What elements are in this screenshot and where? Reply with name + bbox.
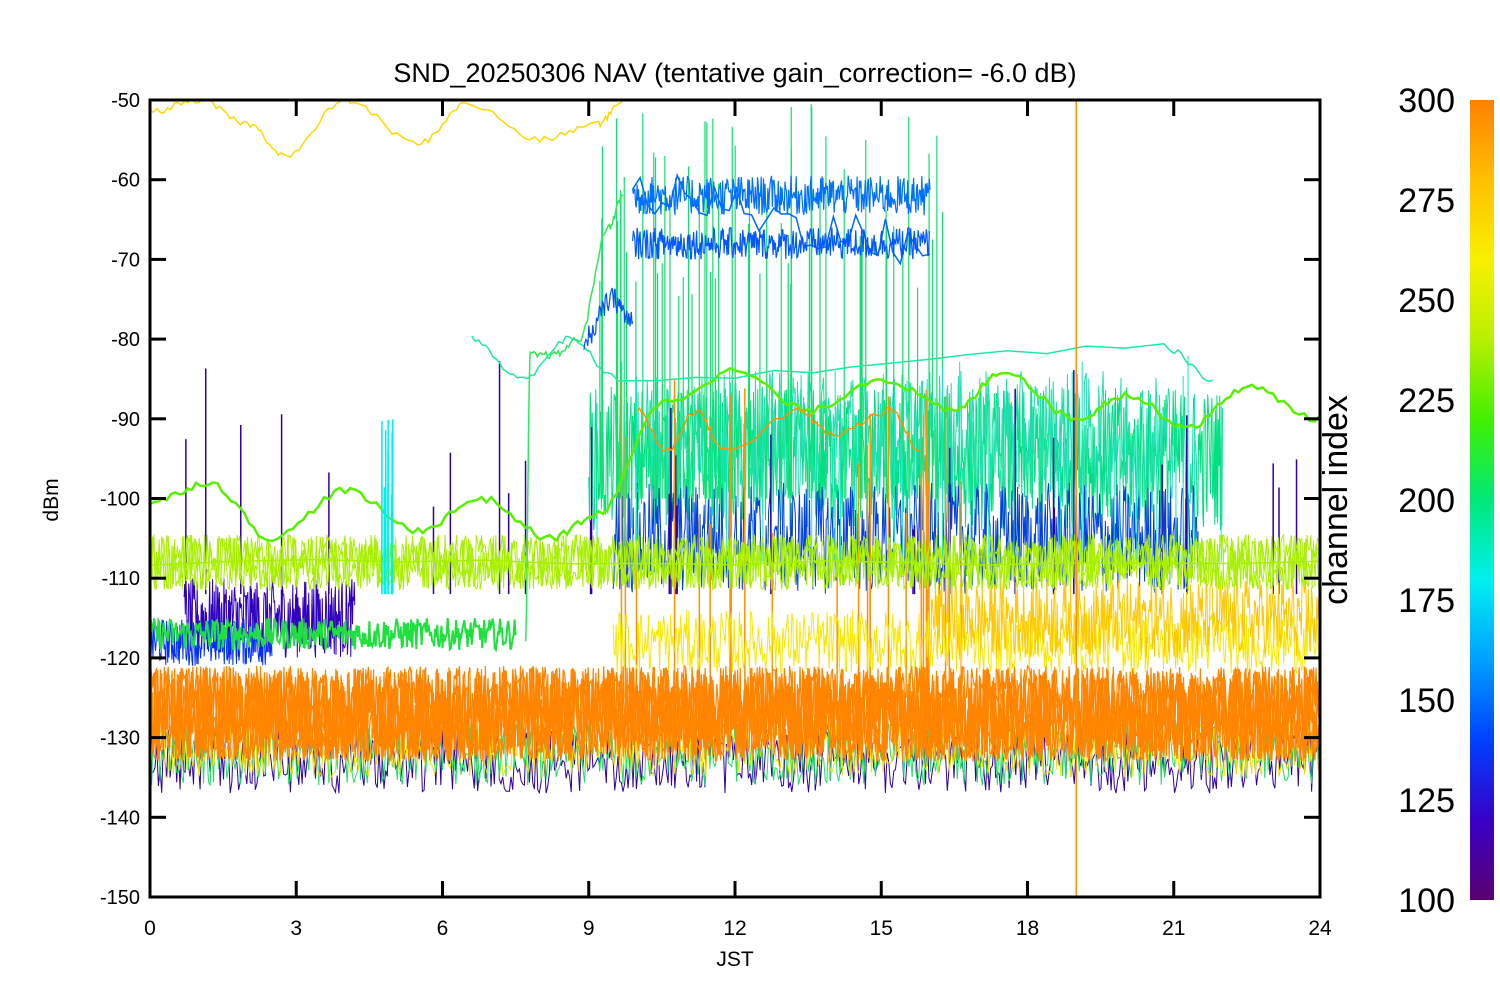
colorbar-tick-label: 200 bbox=[1398, 482, 1455, 520]
y-tick-label: -50 bbox=[111, 90, 140, 112]
x-tick-label: 18 bbox=[1016, 917, 1039, 940]
colorbar bbox=[1470, 100, 1494, 900]
x-tick-label: 15 bbox=[870, 917, 893, 940]
series-channel-280-band bbox=[929, 576, 1320, 658]
y-tick-label: -80 bbox=[111, 329, 140, 351]
colorbar-tick-label: 300 bbox=[1398, 82, 1455, 120]
colorbar-tick-label: 225 bbox=[1398, 382, 1455, 420]
series-channel-150-lower bbox=[632, 226, 931, 260]
series-channel-150-upper bbox=[632, 175, 931, 216]
colorbar-tick-label: 125 bbox=[1398, 782, 1455, 820]
x-tick-label: 6 bbox=[437, 917, 449, 940]
colorbar-tick-label: 100 bbox=[1398, 882, 1455, 920]
x-tick-label: 3 bbox=[290, 917, 302, 940]
x-axis: 0 3 6 9 12 15 18 21 24 bbox=[144, 100, 1332, 940]
x-axis-label: JST bbox=[716, 948, 754, 971]
colorbar-tick-label: 250 bbox=[1398, 282, 1455, 320]
y-tick-label: -100 bbox=[100, 489, 140, 511]
series-channel-272-band bbox=[612, 610, 1320, 675]
plot-area bbox=[150, 100, 1320, 897]
series-channel-270 bbox=[150, 100, 624, 158]
colorbar-tick-label: 175 bbox=[1398, 582, 1455, 620]
series-channel-215 bbox=[471, 335, 1214, 382]
x-tick-label: 12 bbox=[723, 917, 746, 940]
y-tick-label: -120 bbox=[100, 648, 140, 670]
series-channel-235-lowband bbox=[150, 616, 517, 653]
colorbar-tick-label: 150 bbox=[1398, 682, 1455, 720]
y-tick-label: -150 bbox=[100, 887, 140, 909]
series-channel-120-cluster bbox=[183, 578, 356, 658]
x-tick-label: 9 bbox=[583, 917, 595, 940]
x-tick-label: 24 bbox=[1308, 917, 1332, 940]
series-channel-245 bbox=[150, 533, 1320, 592]
series-channel-290 bbox=[636, 406, 921, 452]
series-channel-245 bbox=[150, 558, 1320, 566]
y-tick-label: -90 bbox=[111, 409, 140, 431]
chart-title: SND_20250306 NAV (tentative gain_correct… bbox=[393, 58, 1076, 88]
series-channel-210-dense bbox=[588, 386, 1223, 531]
y-axis-label: dBm bbox=[40, 478, 63, 521]
series-channel-205-dense bbox=[637, 370, 1175, 499]
y-tick-label: -60 bbox=[111, 170, 140, 192]
y-tick-label: -70 bbox=[111, 249, 140, 271]
series-channel-235 bbox=[150, 367, 1320, 543]
series-channel-148-ramp bbox=[583, 287, 634, 350]
colorbar-tick-label: 275 bbox=[1398, 182, 1455, 220]
y-axis: -50 -60 -70 -80 -90 -100 -110 -120 -130 -140 -150 bbox=[100, 90, 1320, 909]
x-tick-label: 0 bbox=[144, 917, 156, 940]
series-channel-300 bbox=[150, 664, 1320, 762]
colorbar-axis: 100 125 150 175 200 225 250 275 300 bbox=[1398, 82, 1455, 920]
x-tick-label: 21 bbox=[1162, 917, 1185, 940]
y-tick-label: -110 bbox=[101, 568, 140, 590]
colorbar-label: channel index bbox=[1317, 395, 1355, 605]
y-tick-label: -130 bbox=[100, 728, 140, 750]
y-tick-label: -140 bbox=[100, 807, 140, 829]
